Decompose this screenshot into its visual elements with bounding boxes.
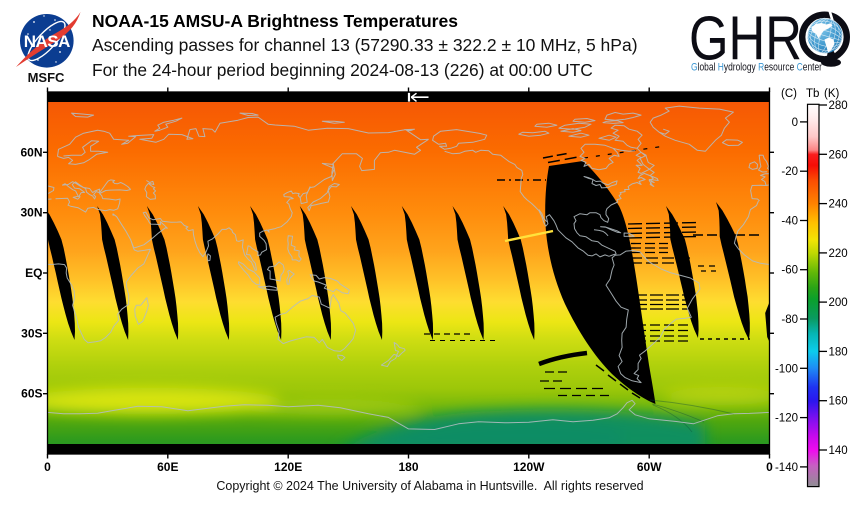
svg-text:-20: -20 — [781, 166, 798, 178]
svg-text:60N: 60N — [20, 145, 42, 159]
svg-text:-60: -60 — [781, 265, 798, 277]
svg-text:120E: 120E — [274, 460, 302, 474]
svg-text:30N: 30N — [20, 206, 42, 220]
svg-text:200: 200 — [829, 297, 848, 309]
svg-text:60S: 60S — [21, 387, 42, 401]
svg-text:30S: 30S — [21, 326, 42, 340]
svg-text:280: 280 — [829, 100, 848, 112]
svg-text:(C): (C) — [781, 88, 797, 100]
svg-text:Global Hydrology Resource Cent: Global Hydrology Resource Center — [691, 62, 822, 74]
svg-text:Tb: Tb — [806, 88, 819, 100]
svg-text:-40: -40 — [781, 216, 798, 228]
svg-text:220: 220 — [829, 248, 848, 260]
svg-text:GHR: GHR — [689, 5, 802, 74]
svg-text:180: 180 — [829, 346, 848, 358]
svg-text:0: 0 — [44, 460, 51, 474]
svg-text:180: 180 — [398, 460, 418, 474]
svg-text:160: 160 — [829, 396, 848, 408]
svg-text:140: 140 — [829, 445, 848, 457]
svg-text:120W: 120W — [513, 460, 545, 474]
svg-text:0: 0 — [766, 460, 773, 474]
svg-text:60E: 60E — [157, 460, 178, 474]
svg-text:240: 240 — [829, 199, 848, 211]
svg-text:260: 260 — [829, 149, 848, 161]
svg-text:EQ: EQ — [25, 266, 42, 280]
svg-text:-80: -80 — [781, 314, 798, 326]
svg-text:NASA: NASA — [24, 32, 70, 51]
svg-text:(K): (K) — [824, 88, 840, 100]
svg-text:-100: -100 — [775, 363, 798, 375]
svg-text:-120: -120 — [775, 413, 798, 425]
svg-text:MSFC: MSFC — [28, 70, 65, 85]
svg-text:60W: 60W — [637, 460, 662, 474]
svg-text:0: 0 — [792, 117, 798, 129]
svg-text:-140: -140 — [775, 462, 798, 474]
